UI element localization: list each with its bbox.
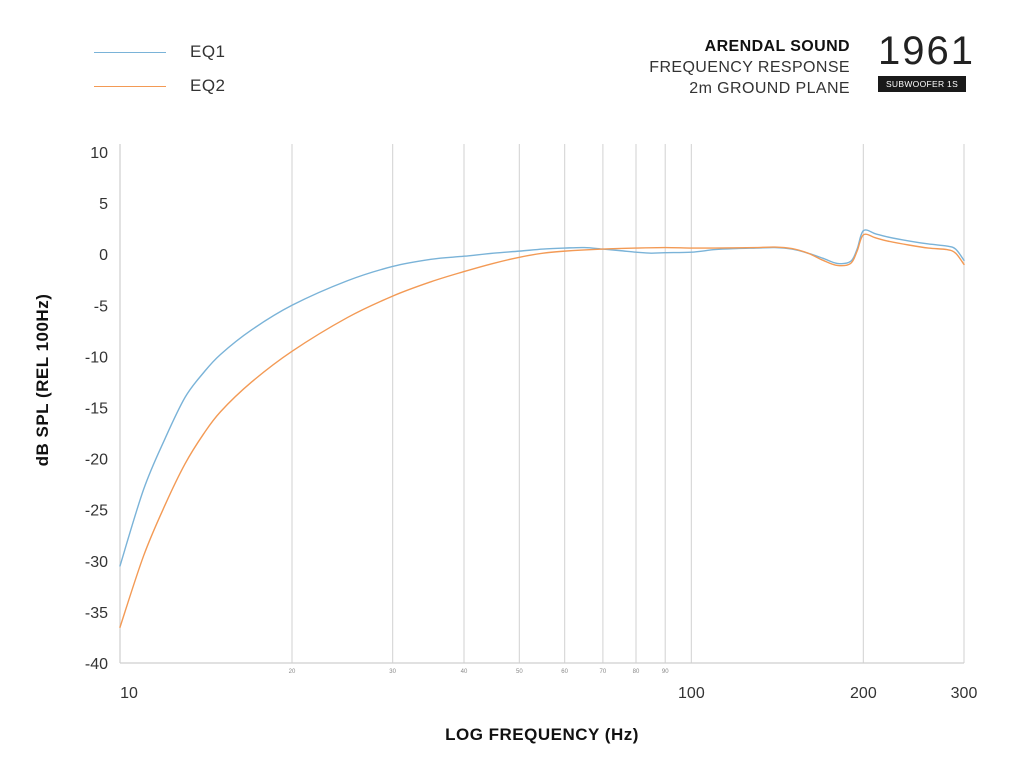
series-line-eq2	[119, 233, 965, 628]
x-minor-tick-label: 30	[389, 669, 396, 675]
y-tick-label: -15	[85, 401, 108, 418]
chart-subtitle-line2: 2m GROUND PLANE	[689, 80, 850, 97]
brand-name: ARENDAL SOUND	[704, 38, 850, 55]
x-minor-tick-label: 80	[633, 669, 640, 675]
y-tick-label: 5	[99, 196, 108, 213]
x-major-tick-label: 10	[120, 685, 138, 702]
logo-badge: SUBWOOFER 1S	[878, 76, 966, 92]
legend-label-eq2: EQ2	[190, 76, 226, 95]
y-tick-label: -35	[85, 605, 108, 622]
x-minor-tick-label: 90	[662, 669, 669, 675]
legend-item-eq1: EQ1	[94, 40, 274, 74]
x-major-tick-label: 300	[951, 685, 978, 702]
brand-block: ARENDAL SOUND FREQUENCY RESPONSE 2m GROU…	[649, 36, 850, 99]
legend-swatch-eq1	[94, 52, 166, 53]
series-line-eq1	[119, 229, 965, 567]
x-minor-tick-label: 20	[289, 669, 296, 675]
y-tick-label: -25	[85, 503, 108, 520]
x-minor-tick-label: 50	[516, 669, 523, 675]
y-tick-label: -40	[85, 656, 108, 673]
legend: EQ1 EQ2	[94, 40, 274, 108]
chart-grid	[291, 144, 965, 663]
chart-axes	[119, 144, 964, 664]
legend-item-eq2: EQ2	[94, 74, 274, 108]
y-tick-label: -5	[94, 298, 108, 315]
x-minor-tick-label: 70	[600, 669, 607, 675]
x-minor-tick-label: 60	[561, 669, 568, 675]
y-tick-label: -20	[85, 452, 108, 469]
product-logo: 1961 SUBWOOFER 1S	[878, 29, 975, 92]
x-major-tick-label: 100	[678, 685, 705, 702]
x-major-tick-label: 200	[850, 685, 877, 702]
legend-swatch-eq2	[94, 86, 166, 87]
x-axis-label: LOG FREQUENCY (Hz)	[445, 725, 639, 744]
y-axis-label: dB SPL (REL 100Hz)	[33, 294, 52, 467]
logo-number: 1961	[878, 29, 975, 73]
y-tick-label: 10	[90, 145, 108, 162]
x-minor-tick-label: 40	[461, 669, 468, 675]
y-tick-label: -10	[85, 349, 108, 366]
chart-series	[119, 229, 965, 628]
legend-label-eq1: EQ1	[190, 42, 226, 61]
chart-subtitle-line1: FREQUENCY RESPONSE	[649, 59, 850, 76]
y-tick-label: 0	[99, 247, 108, 264]
y-tick-label: -30	[85, 554, 108, 571]
